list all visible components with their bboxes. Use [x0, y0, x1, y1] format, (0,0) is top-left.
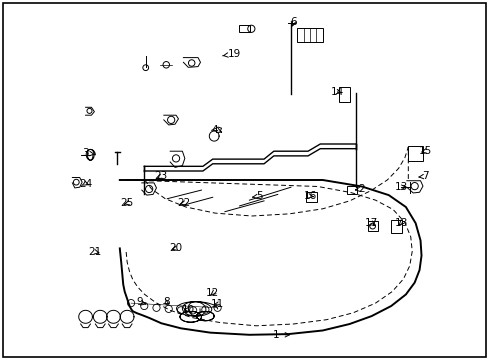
Bar [238, 25, 250, 32]
Text: 8: 8 [163, 297, 169, 307]
Text: 11: 11 [210, 299, 224, 309]
Text: 15: 15 [418, 146, 431, 156]
Text: 25: 25 [120, 198, 134, 208]
Text: 18: 18 [393, 218, 407, 228]
Text: 23: 23 [154, 171, 168, 181]
Text: 12: 12 [205, 288, 219, 298]
Text: 1: 1 [272, 330, 289, 340]
Text: 16: 16 [303, 191, 317, 201]
Text: 10: 10 [182, 305, 194, 315]
Text: 14: 14 [330, 87, 344, 97]
Text: 22: 22 [176, 198, 190, 208]
Text: 6: 6 [289, 17, 296, 27]
Bar [297, 28, 322, 42]
Text: 3: 3 [82, 148, 94, 158]
Text: 4: 4 [211, 125, 221, 135]
Text: 7: 7 [418, 171, 428, 181]
Text: 20: 20 [169, 243, 182, 253]
Text: 24: 24 [79, 179, 92, 189]
Text: 2: 2 [355, 184, 365, 194]
Text: 5: 5 [252, 191, 262, 201]
Text: 19: 19 [222, 49, 241, 59]
Text: 21: 21 [88, 247, 102, 257]
Text: 17: 17 [364, 218, 378, 228]
Text: 13: 13 [393, 182, 407, 192]
Text: 9: 9 [136, 297, 145, 307]
